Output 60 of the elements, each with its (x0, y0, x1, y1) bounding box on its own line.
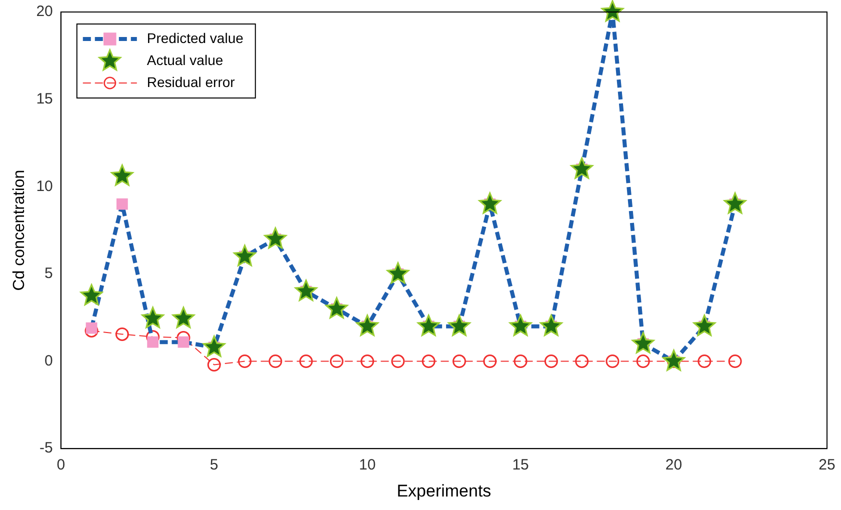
point (147, 336, 159, 348)
point (299, 354, 313, 368)
point (483, 354, 497, 368)
point (178, 336, 190, 348)
x-axis-title: Experiments (396, 481, 492, 500)
point (478, 192, 502, 214)
point (80, 284, 103, 306)
x-tick-label: 10 (358, 456, 376, 474)
point (172, 306, 195, 328)
point (698, 354, 712, 368)
legend-label: Actual value (146, 52, 224, 68)
point (116, 198, 128, 210)
point (632, 332, 654, 354)
point (724, 192, 746, 214)
point (234, 244, 256, 266)
point (330, 354, 344, 368)
y-tick-label: -5 (40, 440, 53, 457)
x-tick-label: 0 (56, 456, 66, 474)
point (207, 358, 221, 372)
legend-label: Residual error (146, 74, 236, 90)
x-tick-label: 5 (210, 456, 218, 474)
point (142, 306, 164, 328)
point (575, 354, 589, 368)
point (360, 354, 374, 368)
point (264, 227, 287, 249)
point (391, 354, 405, 368)
y-tick-label: 20 (36, 3, 53, 20)
point (662, 350, 685, 371)
y-tick-label: 15 (36, 90, 53, 108)
point (356, 314, 379, 336)
point (570, 157, 594, 179)
legend-label: Predicted value (146, 30, 244, 46)
point (110, 164, 134, 186)
point (544, 354, 558, 368)
point (294, 280, 318, 302)
y-tick-label: 0 (44, 352, 53, 370)
point (202, 336, 226, 357)
x-tick-label: 25 (818, 456, 836, 474)
point (238, 354, 252, 368)
y-tick-label: 10 (36, 178, 53, 195)
point (540, 314, 562, 336)
point (514, 354, 528, 368)
point (115, 327, 129, 341)
point (268, 354, 282, 368)
point (693, 314, 716, 336)
point (452, 354, 466, 368)
point (448, 314, 470, 336)
y-tick-label: 5 (44, 265, 53, 282)
point (509, 314, 532, 336)
x-tick-label: 20 (665, 456, 682, 474)
point (422, 354, 436, 368)
point (417, 314, 440, 336)
point (606, 354, 620, 368)
point (728, 354, 742, 368)
y-axis-title: Cd concentration (11, 170, 28, 291)
point (636, 354, 650, 368)
point (325, 297, 348, 319)
x-tick-label: 15 (512, 456, 529, 474)
point (86, 322, 98, 334)
point (386, 262, 410, 284)
